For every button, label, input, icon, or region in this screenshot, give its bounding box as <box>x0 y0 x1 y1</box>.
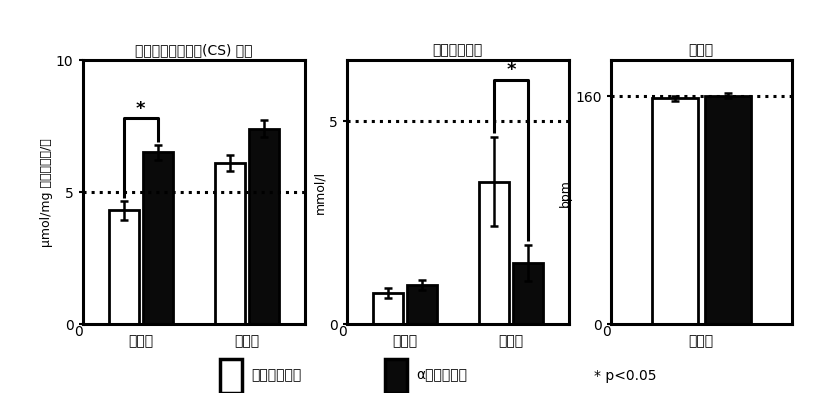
Bar <box>652 99 698 324</box>
Text: αリポ酸摂取: αリポ酸摂取 <box>417 368 468 382</box>
Text: 0: 0 <box>601 324 610 338</box>
Bar <box>109 211 139 324</box>
Bar <box>215 163 245 324</box>
Y-axis label: mmol/l: mmol/l <box>313 171 326 214</box>
Text: * p<0.05: * p<0.05 <box>594 368 657 382</box>
Bar <box>220 359 242 393</box>
Bar <box>143 153 172 324</box>
Bar <box>479 182 509 324</box>
Y-axis label: μmol/mg プロテイン/分: μmol/mg プロテイン/分 <box>40 138 53 247</box>
Text: *: * <box>507 61 516 79</box>
Title: 血中乳酸濃度: 血中乳酸濃度 <box>433 43 483 57</box>
Title: クエン酸合成酵素(CS) 活性: クエン酸合成酵素(CS) 活性 <box>135 43 252 57</box>
Text: コントロール: コントロール <box>252 368 302 382</box>
Y-axis label: bpm: bpm <box>559 179 573 206</box>
Text: 0: 0 <box>337 324 346 338</box>
Bar <box>513 263 543 324</box>
Bar <box>407 286 436 324</box>
Text: *: * <box>136 99 145 117</box>
Text: 0: 0 <box>73 324 82 338</box>
Bar <box>249 129 279 324</box>
Bar <box>705 96 751 324</box>
Title: 心拍数: 心拍数 <box>689 43 714 57</box>
Bar <box>373 294 403 324</box>
Bar <box>385 359 407 393</box>
